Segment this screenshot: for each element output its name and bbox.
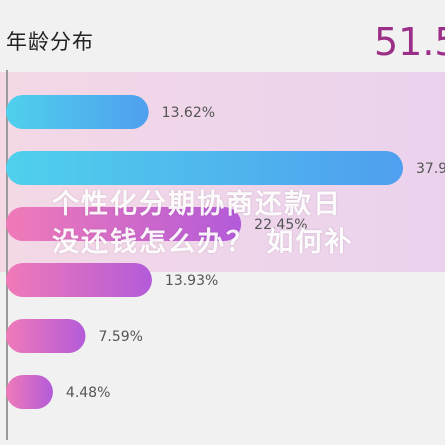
y-axis-line (6, 70, 8, 440)
overlay-line-2: 没还钱怎么办？ 如何补 (52, 227, 354, 258)
bar-2-value-label: 37.9 (416, 161, 445, 177)
bar-3-value-label: 22.45% (254, 217, 307, 233)
highlight-value: 51.5 (374, 20, 445, 64)
bar-4 (6, 263, 152, 297)
bar-3 (6, 207, 242, 241)
bar-2 (6, 151, 403, 185)
bar-6-value-label: 4.48% (66, 385, 110, 401)
bar-4-value-label: 13.93% (165, 273, 218, 289)
overlay-line-1: 个性化分期协商还款日 (52, 189, 342, 220)
bar-1-value-label: 13.62% (162, 105, 215, 121)
overlay-banner: 个性化分期协商还款日 没还钱怎么办？ 如何补 (52, 186, 412, 262)
bar-5-value-label: 7.59% (99, 329, 143, 345)
bar-6 (6, 375, 53, 409)
bar-5 (6, 319, 86, 353)
chart-title: 年龄分布 (6, 30, 94, 54)
bar-1 (6, 95, 149, 129)
